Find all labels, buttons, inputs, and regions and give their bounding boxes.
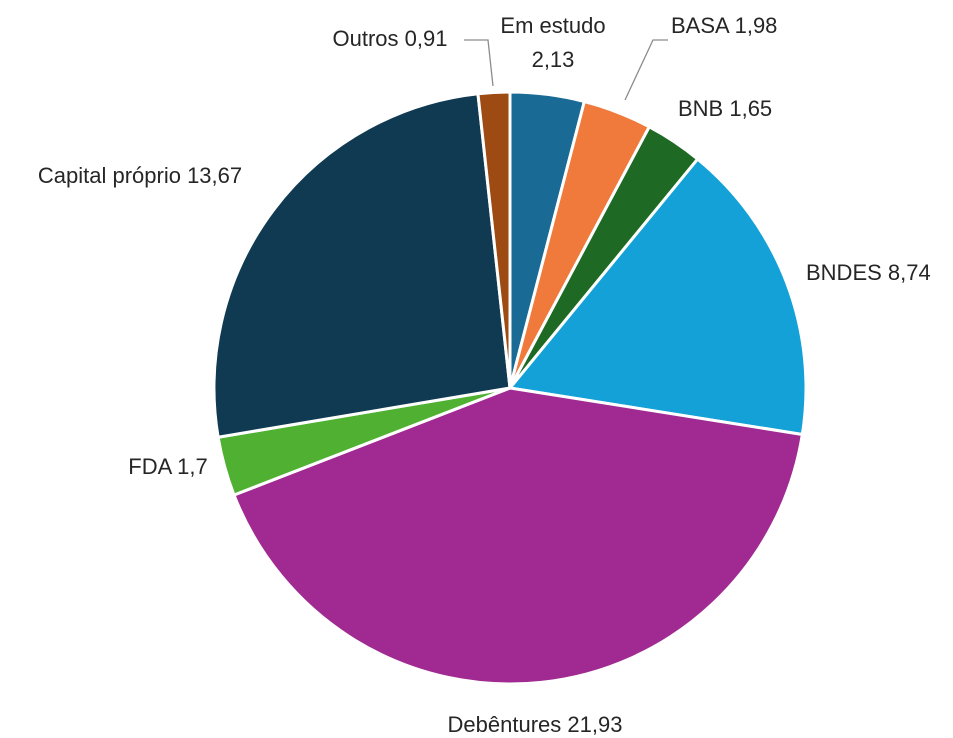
slice-debentures — [232, 386, 804, 686]
label-bndes: BNDES 8,74 — [806, 260, 931, 285]
label-em-estudo: Em estudo 2,13 — [500, 13, 605, 72]
slice-labels: Em estudo 2,13 BASA 1,98 BNB 1,65 BNDES 8,74… — [38, 13, 931, 737]
leader-lines — [464, 39, 668, 101]
slice-bndes — [508, 157, 808, 436]
slice-outros — [476, 90, 512, 390]
leader-line-basa — [624, 39, 668, 101]
label-capital-proprio: Capital próprio 13,67 — [38, 163, 242, 188]
label-basa: BASA 1,98 — [671, 13, 777, 38]
slice-capital-proprio — [212, 92, 512, 439]
label-bnb: BNB 1,65 — [678, 96, 772, 121]
label-outros: Outros 0,91 — [333, 26, 448, 51]
leader-line-outros — [464, 39, 494, 87]
label-debentures: Debêntures 21,93 — [448, 712, 623, 737]
label-fda: FDA 1,7 — [128, 454, 207, 479]
pie-slices — [212, 90, 808, 686]
